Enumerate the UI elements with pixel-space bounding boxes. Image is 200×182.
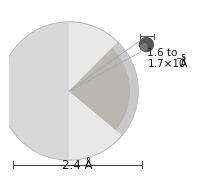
Wedge shape: [69, 42, 138, 135]
Text: 1.6 to: 1.6 to: [147, 48, 178, 58]
Text: Å: Å: [177, 59, 188, 69]
Text: 2.4 Å: 2.4 Å: [62, 159, 93, 172]
Text: −5: −5: [176, 54, 187, 63]
Wedge shape: [69, 48, 130, 130]
Wedge shape: [0, 22, 69, 160]
Circle shape: [140, 43, 148, 51]
Text: 1.7×10: 1.7×10: [147, 59, 186, 69]
Circle shape: [0, 22, 138, 160]
Circle shape: [139, 37, 154, 52]
